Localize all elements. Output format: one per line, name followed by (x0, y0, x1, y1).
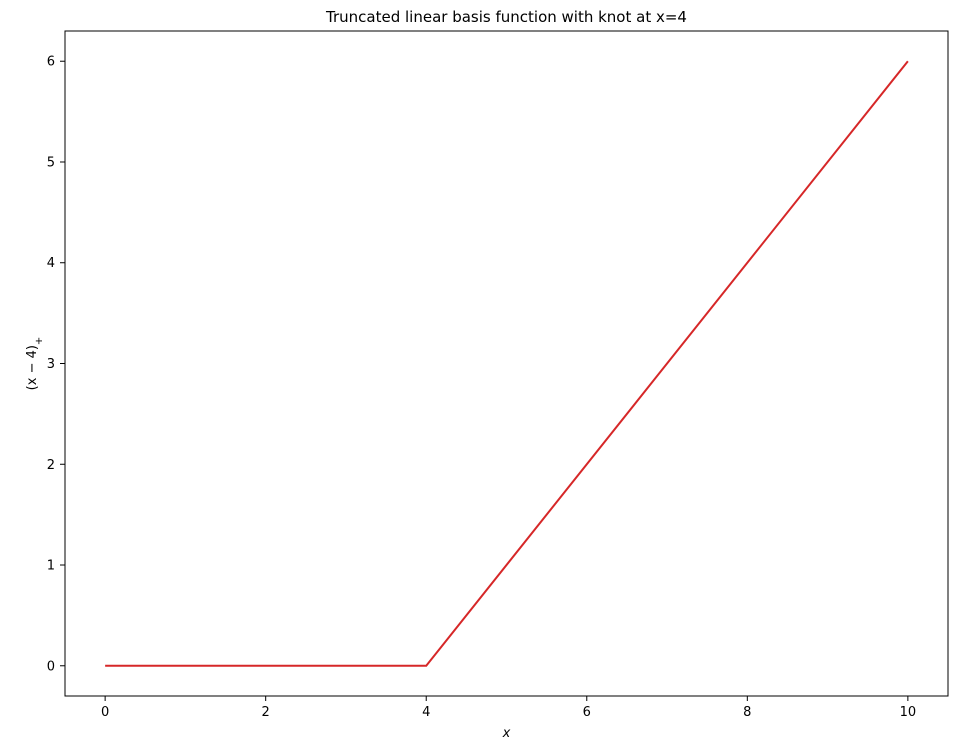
y-tick-label: 1 (47, 559, 55, 574)
series-line (105, 60, 909, 667)
y-tick-label: 5 (47, 155, 55, 170)
plot-frame (64, 30, 949, 697)
x-tick-label: 6 (583, 705, 591, 720)
x-axis-label: x (502, 726, 511, 741)
y-axis: 0 1 2 3 4 5 6 (47, 55, 65, 674)
x-axis: 0 2 4 6 8 10 (101, 696, 916, 720)
x-tick-label: 0 (101, 705, 109, 720)
y-tick-label: 2 (47, 458, 55, 473)
y-tick-label: 3 (47, 357, 55, 372)
y-axis-label-main: (x − 4) (25, 345, 40, 390)
y-tick-label: 4 (47, 256, 55, 271)
x-tick-label: 2 (262, 705, 270, 720)
y-tick-label: 0 (47, 659, 55, 674)
y-axis-label: (x − 4)+ (25, 337, 45, 391)
x-tick-label: 4 (422, 705, 430, 720)
x-tick-label: 8 (743, 705, 751, 720)
x-tick-label: 10 (900, 705, 917, 720)
y-tick-label: 6 (47, 55, 55, 70)
chart-title: Truncated linear basis function with kno… (325, 8, 687, 26)
series-layer (105, 60, 909, 667)
y-axis-label-subscript: + (34, 337, 45, 345)
